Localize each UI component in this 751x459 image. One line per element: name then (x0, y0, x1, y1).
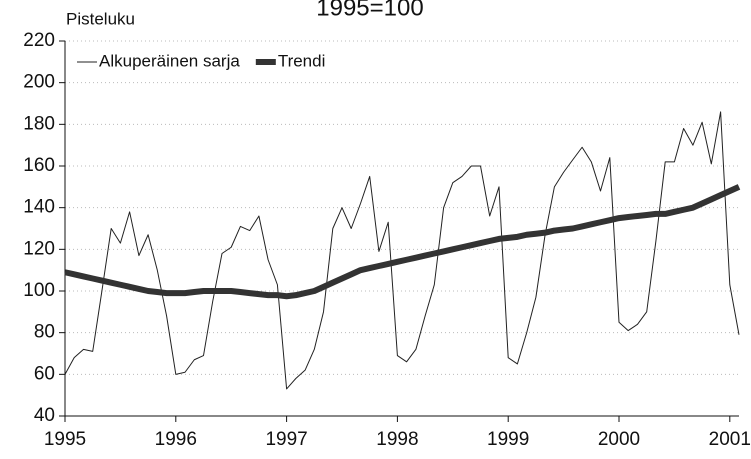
chart-title: 1995=100 (316, 0, 423, 21)
legend-label: Alkuperäinen sarja (99, 51, 240, 70)
series-line (64, 111, 740, 390)
series-line (64, 184, 741, 300)
x-tick-label: 1999 (487, 429, 529, 450)
y-tick-label: 140 (23, 197, 55, 218)
y-tick-label: 60 (34, 363, 55, 384)
y-tick-label: 80 (34, 322, 55, 343)
x-tick-label: 2000 (598, 429, 640, 450)
y-tick-label: 120 (23, 238, 55, 259)
x-tick-label: 1995 (44, 429, 86, 450)
y-tick-label: 40 (34, 405, 55, 426)
y-tick-label: 200 (23, 72, 55, 93)
legend-label: Trendi (278, 51, 326, 70)
x-tick-label: 1997 (265, 429, 307, 450)
y-tick-label: 220 (23, 30, 55, 51)
y-tick-label: 100 (23, 280, 55, 301)
y-tick-label: 160 (23, 155, 55, 176)
y-tick-label: 180 (23, 113, 55, 134)
y-axis-label: Pisteluku (66, 9, 135, 28)
x-tick-label: 2001 (709, 429, 751, 450)
x-tick-label: 1996 (155, 429, 197, 450)
x-tick-label: 1998 (376, 429, 418, 450)
